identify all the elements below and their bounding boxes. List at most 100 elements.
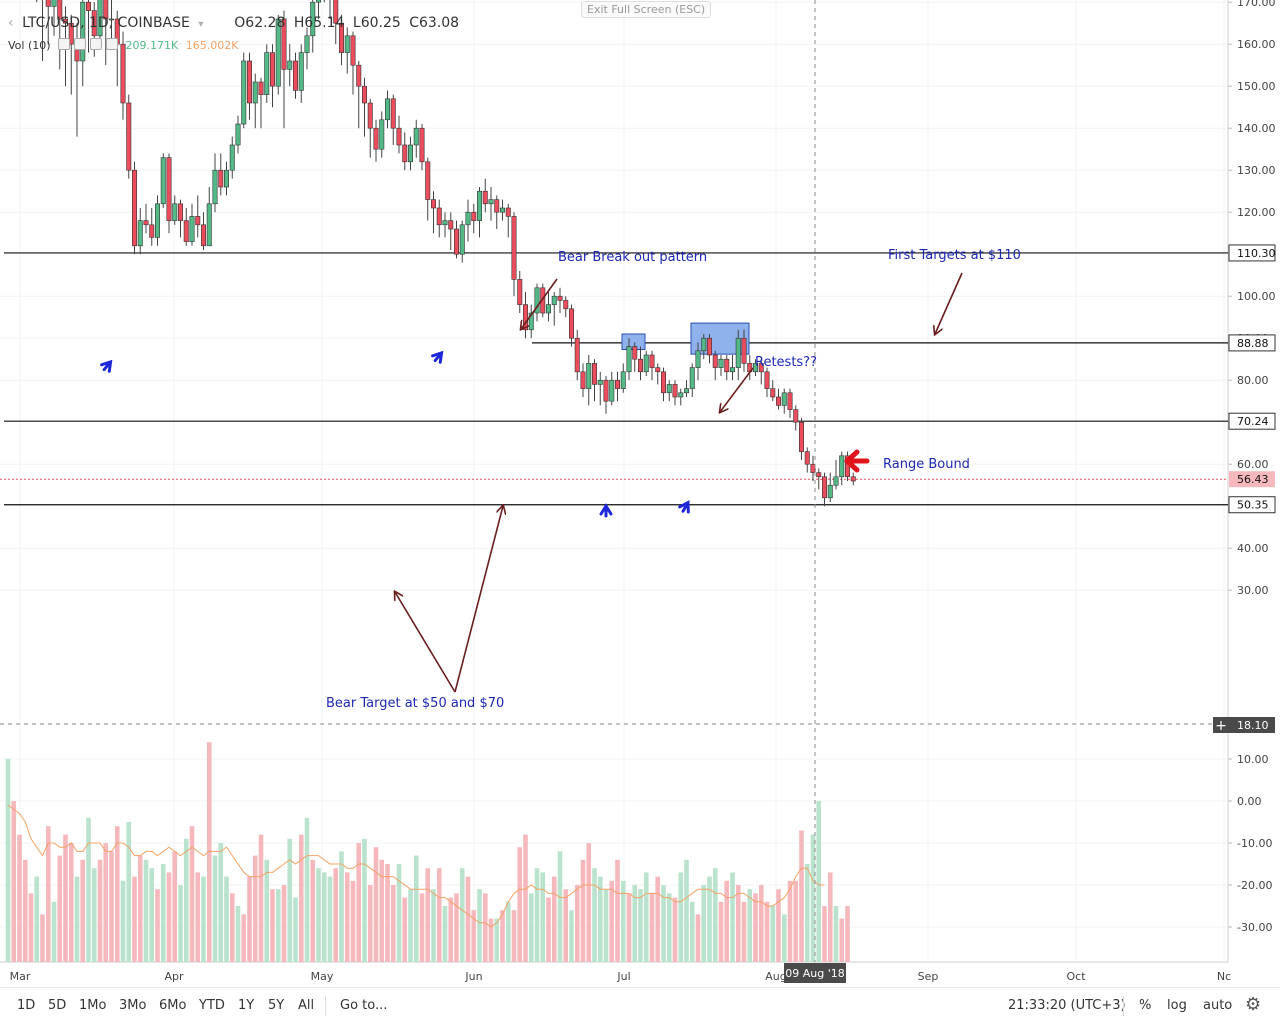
- volume-bar: [816, 801, 822, 962]
- blue-arrow-icon: [100, 359, 113, 373]
- volume-bar: [488, 918, 494, 962]
- range-1mo-button[interactable]: 1Mo: [79, 998, 107, 1013]
- close-icon[interactable]: [90, 38, 103, 50]
- volume-bar: [63, 834, 68, 962]
- volume-bar: [310, 859, 316, 962]
- symbol-dropdown-icon[interactable]: ▾: [198, 19, 204, 30]
- volume-bar: [758, 885, 764, 962]
- symbol-label[interactable]: LTC/USD, 1D, COINBASE: [22, 15, 190, 31]
- candle-body: [517, 279, 523, 305]
- candle-body: [218, 169, 224, 188]
- candle-body: [195, 216, 201, 226]
- candle-body: [407, 144, 413, 163]
- candle-body: [465, 211, 471, 226]
- close-value: C63.08: [409, 15, 460, 31]
- y-tick-label: 80.00: [1237, 374, 1269, 387]
- volume-bar: [822, 906, 827, 962]
- candle-body: [655, 367, 661, 373]
- y-tick-label: -20.00: [1237, 879, 1272, 892]
- volume-bar: [839, 918, 845, 962]
- candle-body: [448, 220, 454, 230]
- volume-bar: [155, 889, 160, 962]
- volume-bar: [362, 838, 367, 962]
- level-label: 50.35: [1237, 499, 1269, 512]
- volume-bar: [137, 855, 143, 962]
- goto-button[interactable]: Go to...: [340, 998, 388, 1013]
- range-6mo-button[interactable]: 6Mo: [159, 998, 187, 1013]
- candle-body: [356, 64, 362, 87]
- candle-body: [643, 354, 649, 373]
- y-tick-label: 140.00: [1237, 122, 1276, 135]
- annotation-bear-target: Bear Target at $50 and $70: [326, 696, 505, 711]
- volume-ma-value: 165.002K: [185, 39, 239, 52]
- bottom-toolbar: 1D 5D 1Mo 3Mo 6Mo YTD 1Y 5Y All Go to...…: [0, 987, 1280, 1025]
- volume-bar: [252, 855, 258, 962]
- arrow-bear-target-50: [395, 592, 456, 693]
- candle-body: [390, 98, 396, 129]
- volume-bar: [540, 872, 546, 962]
- more-icon[interactable]: [106, 38, 119, 50]
- range-all-button[interactable]: All: [298, 998, 315, 1013]
- candle-body: [436, 207, 442, 226]
- volume-bar: [712, 868, 718, 962]
- y-tick-label: 40.00: [1237, 542, 1269, 555]
- candle-body: [453, 228, 459, 255]
- auto-toggle[interactable]: auto: [1203, 998, 1233, 1013]
- candle-body: [603, 379, 609, 402]
- volume-bar: [672, 897, 678, 962]
- crosshair-value-label: 18.10: [1237, 719, 1269, 732]
- volume-bar: [517, 847, 523, 962]
- volume-bar: [356, 843, 362, 962]
- candle-body: [396, 127, 402, 146]
- y-tick-label: 130.00: [1237, 164, 1276, 177]
- collapse-icon[interactable]: ‹: [8, 15, 14, 31]
- eye-icon[interactable]: [58, 38, 71, 50]
- candle-body: [626, 346, 632, 373]
- volume-bar: [799, 830, 804, 962]
- x-tick-label: Mar: [10, 970, 31, 983]
- volume-bar: [523, 834, 528, 962]
- candle-body: [315, 0, 321, 3]
- volume-bar: [270, 889, 275, 962]
- settings-icon[interactable]: [74, 38, 87, 50]
- range-1d-button[interactable]: 1D: [17, 998, 36, 1013]
- percent-toggle[interactable]: %: [1139, 998, 1152, 1013]
- volume-bar: [109, 851, 114, 962]
- volume-bar: [615, 859, 620, 962]
- candle-body: [660, 371, 666, 394]
- last-price-label: 56.43: [1237, 473, 1269, 486]
- candle-body: [839, 455, 845, 478]
- candle-body: [310, 1, 316, 37]
- volume-bar: [770, 906, 776, 962]
- range-5d-button[interactable]: 5D: [48, 998, 67, 1013]
- candle-body: [683, 388, 689, 394]
- clock-label[interactable]: 21:33:20 (UTC+3): [1008, 998, 1126, 1013]
- volume-bar: [753, 893, 758, 962]
- volume-bar: [431, 889, 436, 962]
- exit-fullscreen-button[interactable]: Exit Full Screen (ESC): [581, 1, 712, 18]
- volume-bar: [661, 885, 666, 962]
- range-3mo-button[interactable]: 3Mo: [119, 998, 147, 1013]
- gear-icon[interactable]: ⚙: [1245, 994, 1262, 1015]
- candle-body: [68, 22, 74, 45]
- range-1y-button[interactable]: 1Y: [238, 998, 255, 1013]
- candle-body: [649, 354, 655, 368]
- volume-bar: [465, 876, 471, 962]
- candle-body: [235, 123, 241, 146]
- range-5y-button[interactable]: 5Y: [268, 998, 285, 1013]
- candle-body: [51, 0, 57, 7]
- volume-bar: [643, 872, 649, 962]
- range-ytd-button[interactable]: YTD: [199, 998, 225, 1013]
- volume-bar: [557, 851, 563, 962]
- candle-body: [269, 52, 275, 87]
- log-toggle[interactable]: log: [1167, 998, 1187, 1013]
- candle-body: [62, 18, 68, 24]
- candle-body: [281, 18, 287, 70]
- volume-bar: [833, 906, 839, 962]
- volume-bar: [632, 885, 638, 962]
- volume-bar: [206, 742, 212, 962]
- candle-body: [724, 358, 730, 373]
- candle-body: [120, 43, 126, 104]
- volume-bar: [344, 872, 350, 962]
